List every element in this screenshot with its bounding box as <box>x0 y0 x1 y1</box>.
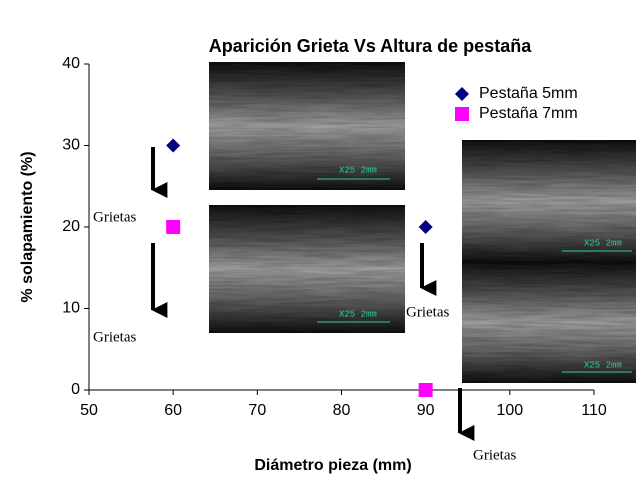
y-tick-label: 20 <box>62 218 80 235</box>
photos <box>209 62 636 383</box>
x-axis-label: Diámetro pieza (mm) <box>254 457 411 474</box>
annotation: Grietas <box>406 304 449 320</box>
legend-swatch <box>455 107 469 121</box>
photo <box>209 205 405 333</box>
x-tick-label: 90 <box>417 402 435 419</box>
annotation: Grietas <box>473 447 516 463</box>
photo <box>462 140 636 262</box>
annotation: Grietas <box>93 209 136 225</box>
legend-label: Pestaña 5mm <box>479 85 578 102</box>
legend-swatch <box>455 87 469 101</box>
data-point <box>166 138 181 153</box>
x-tick-label: 60 <box>164 402 182 419</box>
y-tick-label: 10 <box>62 300 80 317</box>
y-tick-label: 30 <box>62 137 80 154</box>
y-tick-label: 0 <box>71 381 80 398</box>
data-point <box>418 220 433 234</box>
x-tick-label: 70 <box>248 402 266 419</box>
y-axis-label: % solapamiento (%) <box>19 151 36 302</box>
photo <box>209 62 405 190</box>
legend <box>447 85 623 123</box>
photo <box>462 262 636 383</box>
legend-label: Pestaña 7mm <box>479 105 578 122</box>
data-point <box>418 383 433 397</box>
x-tick-label: 110 <box>581 402 607 419</box>
chart-title: Aparición Grieta Vs Altura de pestaña <box>209 36 532 56</box>
image-caption: X25 2mm <box>339 309 377 319</box>
image-caption: X25 2mm <box>584 238 622 248</box>
x-tick-label: 100 <box>496 402 523 419</box>
arrows <box>151 147 475 441</box>
annotation: Grietas <box>93 329 136 345</box>
y-tick-label: 40 <box>62 55 80 72</box>
data-point <box>166 220 181 234</box>
x-tick-label: 80 <box>333 402 351 419</box>
image-caption: X25 2mm <box>339 165 377 175</box>
x-tick-label: 50 <box>80 402 98 419</box>
image-caption: X25 2mm <box>584 360 622 370</box>
